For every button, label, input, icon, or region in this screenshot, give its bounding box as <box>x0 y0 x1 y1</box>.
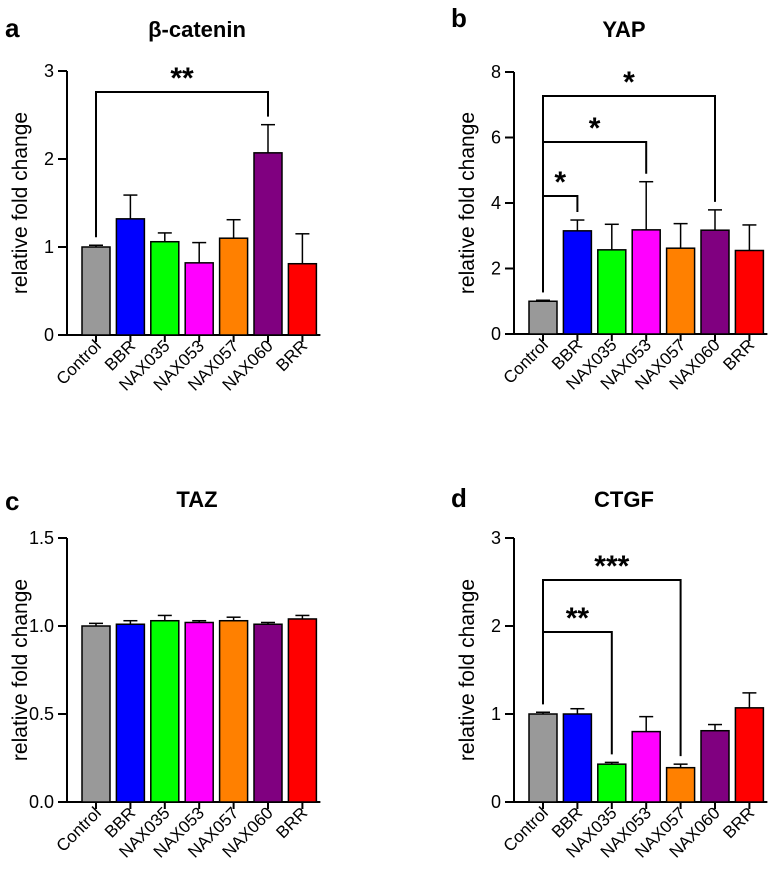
bar-control <box>81 246 111 336</box>
bar-nax060 <box>253 623 283 803</box>
chart-title: TAZ <box>176 487 217 512</box>
x-tick-label: BRR <box>719 803 758 842</box>
y-tick-label: 2 <box>491 616 501 636</box>
bar-brr <box>734 707 765 803</box>
x-tick-label: BRR <box>272 803 311 842</box>
bar-nax035 <box>150 619 180 803</box>
x-tick-label: Control <box>53 803 105 855</box>
y-axis-label: relative fold change <box>456 112 479 294</box>
bar-bbr <box>562 230 593 335</box>
y-tick-label: 1 <box>44 237 54 257</box>
chart-title: YAP <box>602 17 645 42</box>
panel-label: c <box>5 486 19 516</box>
bar-nax057 <box>218 619 249 803</box>
bar-nax057 <box>218 237 249 336</box>
y-tick-label: 2 <box>44 149 54 169</box>
significance-label: ** <box>170 62 194 95</box>
bar-nax053 <box>184 262 214 336</box>
y-tick-label: 1 <box>491 704 501 724</box>
panel-label: a <box>5 13 20 43</box>
panel-label: d <box>451 483 467 513</box>
bar-nax035 <box>597 249 627 335</box>
bar-control <box>81 625 111 803</box>
bar-nax035 <box>150 240 180 336</box>
bar-nax035 <box>597 763 627 803</box>
significance-bracket <box>542 579 682 757</box>
y-tick-label: 3 <box>44 61 54 81</box>
x-tick-label: BRR <box>719 335 758 374</box>
bar-brr <box>734 249 765 335</box>
chart-title: CTGF <box>594 487 654 512</box>
bar-nax053 <box>631 730 661 803</box>
y-axis-label: relative fold change <box>9 579 32 761</box>
significance-label: ** <box>566 602 590 635</box>
bar-nax057 <box>665 766 696 803</box>
significance-bracket <box>542 95 716 293</box>
y-tick-label: 0.0 <box>29 792 54 812</box>
x-tick-label: BRR <box>272 336 311 375</box>
y-tick-label: 1.5 <box>29 528 54 548</box>
bar-brr <box>287 618 318 803</box>
bar-control <box>528 300 558 335</box>
significance-bracket <box>95 91 269 238</box>
x-tick-label: Control <box>500 335 552 387</box>
bar-nax060 <box>700 229 730 335</box>
significance-label: * <box>623 66 635 99</box>
chart-title: β-catenin <box>148 17 246 42</box>
y-tick-label: 6 <box>491 128 501 148</box>
y-axis-label: relative fold change <box>456 579 479 761</box>
significance-label: * <box>554 166 566 199</box>
y-tick-label: 8 <box>491 62 501 82</box>
significance-label: *** <box>594 550 629 583</box>
y-tick-label: 0 <box>491 324 501 344</box>
panel-c: c TAZ relative fold change 0.0 0.5 1.0 1.5 Cont… <box>5 486 321 862</box>
y-tick-label: 3 <box>491 528 501 548</box>
bar-nax053 <box>631 229 661 335</box>
y-tick-label: 1.0 <box>29 616 54 636</box>
y-tick-label: 4 <box>491 193 501 213</box>
x-tick-label: Control <box>500 803 552 855</box>
bar-nax053 <box>184 621 214 803</box>
y-tick-label: 0 <box>491 792 501 812</box>
y-tick-label: 0 <box>44 325 54 345</box>
bar-bbr <box>562 713 593 803</box>
significance-label: * <box>589 112 601 145</box>
y-tick-label: 2 <box>491 259 501 279</box>
x-tick-label: Control <box>53 336 105 388</box>
bar-bbr <box>115 218 146 336</box>
y-tick-label: 0.5 <box>29 704 54 724</box>
panel-label: b <box>451 3 467 33</box>
bar-bbr <box>115 623 146 803</box>
bar-nax057 <box>665 247 696 335</box>
bar-nax060 <box>700 729 730 803</box>
y-axis-label: relative fold change <box>9 112 32 294</box>
significance-bracket <box>542 141 648 293</box>
bar-nax060 <box>253 152 283 336</box>
bar-brr <box>287 262 318 336</box>
panel-a: a β-catenin relative fold change 0 1 2 3 Contro… <box>5 13 321 395</box>
bar-control <box>528 713 558 803</box>
